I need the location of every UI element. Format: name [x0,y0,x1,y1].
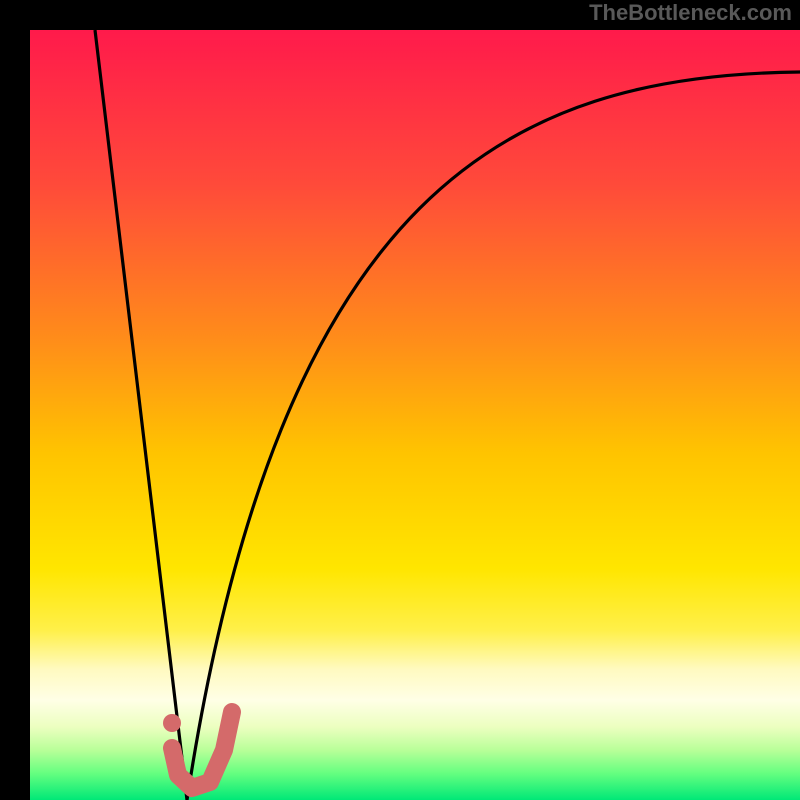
watermark-text: TheBottleneck.com [589,0,792,26]
chart-stage: TheBottleneck.com [0,0,800,800]
gradient-background [30,30,800,800]
marker-dot [163,714,181,732]
plot-svg [30,30,800,800]
plot-area [30,30,800,800]
